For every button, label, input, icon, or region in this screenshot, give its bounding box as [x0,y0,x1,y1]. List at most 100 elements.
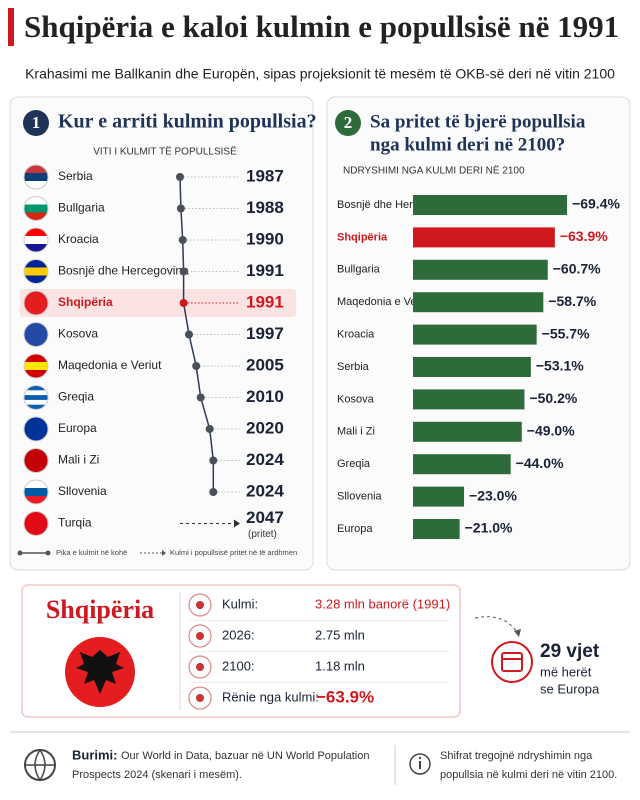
row-icon-dot [196,694,204,702]
panel-title: Kur e arriti kulmin popullsia? [58,111,317,133]
value-label: −58.7% [548,293,596,309]
bar [413,324,537,345]
value-label: −53.1% [536,358,584,374]
bar [413,389,525,410]
source-text: Our World in Data, bazuar në UN World Po… [121,750,369,762]
value-label: −55.7% [542,325,590,341]
flag-icon [24,322,48,347]
flag-stripe [24,404,48,410]
flag-border [23,416,49,442]
bar [413,195,568,215]
peak-dot [185,330,193,339]
category-label: Europa [58,421,97,435]
globe-icon [25,749,55,782]
projected-arrow-head [234,519,240,528]
year-label: 2024 [246,481,284,500]
flag-stripe [24,370,48,378]
row-value: 2.75 mln [315,627,365,642]
flag-stripe [24,228,48,237]
flag-stripe [24,511,48,536]
source-text: Prospects 2024 (skenari i mesëm). [72,769,242,781]
category-label: Maqedonia e Veriut [337,296,432,308]
bar [413,227,555,248]
flag-border [23,290,49,316]
subtitle: Krahasimi me Ballkanin dhe Europën, sipa… [25,66,615,82]
flag-stripe [24,395,48,401]
peak-dot [192,362,201,370]
flag-stripe [24,204,48,213]
flag-border [23,227,49,253]
flag-border [23,353,49,379]
category-label: Kroacia [58,232,99,246]
value-label: −23.0% [469,487,517,503]
flag-icon [24,385,48,410]
profile-name: Shqipëria [46,595,154,624]
flag-stripe [24,196,48,205]
row-icon-dot [196,632,204,640]
number: 2 [344,113,353,132]
eagle [76,650,124,694]
bar [413,259,548,280]
flag-border [23,164,49,190]
category-label: Turqia [58,516,92,530]
category-label: Europa [337,523,373,535]
highlight-row [20,289,296,317]
category-label: Bosnjë dhe Hercegovina [58,264,189,278]
value-label: −21.0% [465,520,513,536]
panel-title: Sa pritet të bjerë popullsia [370,111,586,132]
callout-text: më herët [540,664,592,679]
flag-icon [24,480,48,504]
category-label: Kosova [337,393,375,405]
category-label: Kosova [58,327,98,341]
flag-stripe [24,496,48,504]
peak-dot [196,393,205,402]
peak-dot [178,236,187,244]
bar [413,421,522,442]
calendar-icon [491,641,533,683]
row-label: 2026: [222,627,255,642]
flag-icon [24,354,48,378]
row-value: −63.9% [316,687,374,706]
flag-icon [24,511,48,536]
title-accent [8,8,14,46]
flag-border [23,196,49,221]
note-text: popullsia në kulmi deri në vitin 2100. [440,769,617,781]
flag-stripe [24,259,48,268]
info-icon [409,753,431,775]
row-value: 1.18 mln [315,658,365,673]
value-label: −60.7% [553,261,601,277]
year-label: 2005 [246,355,284,374]
peak-dot [179,267,188,276]
year-label: 2020 [246,418,284,437]
flag-stripe [24,362,48,371]
flag-border [23,322,49,347]
year-label: 1987 [246,166,284,185]
source-label: Burimi: [72,747,118,762]
callout-text: se Europa [540,681,600,696]
flag-icon [24,228,48,252]
flag-stripe [24,390,48,396]
flag-stripe [24,181,48,189]
bar [413,454,511,475]
projected-note: (pritet) [248,529,277,540]
category-label: Greqia [58,390,94,404]
flag-stripe [24,417,48,441]
flag-stripe [24,212,48,221]
number-badge [335,110,361,136]
bar [413,519,460,539]
flag-stripe [24,244,48,252]
year-label: 2047 [246,508,284,527]
legend-label: Pika e kulmit në kohë [56,548,127,557]
value-label: −49.0% [527,423,575,439]
callout-arrow [474,616,519,635]
info-icon [418,756,422,760]
category-label: Kroacia [337,329,375,341]
flag-border [23,479,49,505]
peak-dot [176,173,184,181]
axis-label: NDRYSHIMI NGA KULMI DERI NË 2100 [343,165,525,177]
bar [413,357,531,377]
number: 1 [32,113,41,132]
category-label: Shqipëria [58,295,113,309]
category-label: Greqia [337,458,371,470]
